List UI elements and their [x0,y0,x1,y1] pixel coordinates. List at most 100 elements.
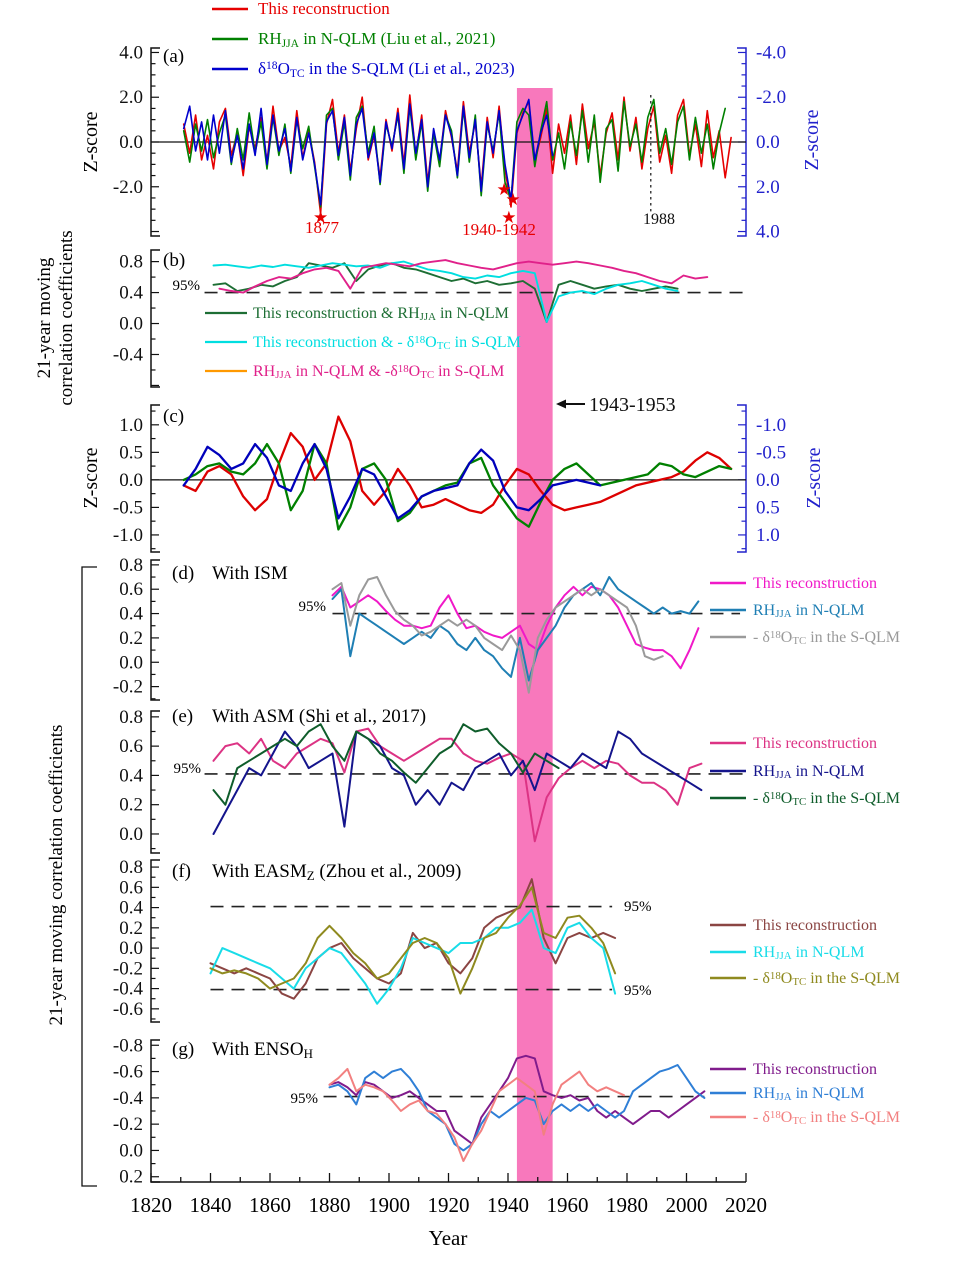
y-tick-label: 1.0 [119,415,143,436]
highlight-band [516,88,553,1182]
annotation-1988: 1988 [643,211,675,228]
legend-label: - δ18OTC in the S-QLM [753,790,900,809]
legend-item: RHJJA in N-QLM & -δ18OTC in S-QLM [205,363,504,382]
legend-label: - δ18OTC in the S-QLM [753,1109,900,1128]
annotation-band-years: 1943-1953 [589,394,676,416]
g-series [328,1054,706,1145]
y-tick-label-right: 0.0 [756,132,780,153]
y-tick-label: -0.8 [113,1035,143,1056]
y-tick-label: 0.8 [119,707,143,728]
panel-e: 0.8 0.6 0.4 0.2 0.0 This reconstruction RHJJA … [119,707,900,854]
panel-a-letter: (a) [163,46,184,67]
sig-label-g: 95% [291,1091,319,1107]
legend-item: δ18OTC in the S-QLM (Li et al., 2023) [212,59,515,80]
legend-item: RHJJA in N-QLM (Liu et al., 2021) [212,29,495,50]
legend-label: - δ18OTC in the S-QLM [753,629,900,648]
legend-label: This reconstruction [753,735,877,752]
y-axis-title-a-left: Z-score [80,111,102,172]
y-tick-label: 0.2 [119,1167,143,1188]
sig-label-f-bottom: 95% [624,983,652,999]
y-tick-label: 0.0 [119,938,143,959]
panel-d-letter: (d) [172,563,194,584]
legend-item: This reconstruction & - δ18OTC in S-QLM [205,334,521,352]
y-tick-label: 0.4 [119,283,143,304]
legend-item: - δ18OTC in the S-QLM [710,1109,900,1128]
b-series [218,259,709,294]
x-tick-label: 2020 [725,1193,767,1217]
y-tick-label-right: 2.0 [756,177,780,198]
y-axis-title-c-right: Z-score [803,447,825,508]
legend-item: - δ18OTC in the S-QLM [710,790,900,809]
y-tick-label: 0.6 [119,877,143,898]
panel-g-title: With ENSOH [212,1039,313,1061]
sig-label-d: 95% [299,599,327,615]
y-axis-b [150,249,160,388]
y-axis-title-c-left: Z-score [80,447,102,508]
legend-item: This reconstruction [710,917,877,934]
d-series [331,576,664,694]
legend-item: RHJJA in N-QLM [710,1085,864,1103]
x-tick-label: 1940 [487,1193,529,1217]
extreme-year-star: ★ [505,190,520,209]
y-tick-label-right: 0.5 [756,497,780,518]
y-tick-label-right: -2.0 [756,87,786,108]
x-tick-label: 1860 [249,1193,291,1217]
y-tick-label: 4.0 [119,42,143,63]
legend-label: This reconstruction [753,1061,877,1078]
y-tick-label: -0.4 [113,344,144,365]
legend-label: - δ18OTC in the S-QLM [753,970,900,989]
panel-b: 0.8 0.4 0.0 -0.4 This reconstruction & RHJJA… [113,249,746,388]
y-tick-label: -0.6 [113,1062,143,1083]
e-series [212,723,560,806]
legend-item: RHJJA in N-QLM [710,944,864,962]
y-tick-label: 0.0 [119,1140,143,1161]
y-tick-label: 0.0 [119,314,143,335]
y-tick-label: -0.4 [113,979,144,1000]
legend-item: - δ18OTC in the S-QLM [710,970,900,989]
y-tick-label-right: -4.0 [756,42,786,63]
x-axis-title: Year [429,1226,468,1250]
y-tick-label: 0.0 [119,132,143,153]
annotation-1940-1942: 1940-1942 [462,220,536,239]
c-series [182,442,602,520]
f-series [209,908,617,1005]
legend-label: RHJJA in N-QLM & -δ18OTC in S-QLM [253,363,504,382]
y-axis-title-b-left-1: 21-year moving [34,257,55,378]
panel-e-title: With ASM (Shi et al., 2017) [212,706,426,727]
x-tick-label: 2000 [666,1193,708,1217]
d-series [331,576,700,682]
legend-label: RHJJA in N-QLM [753,1085,864,1103]
dg-axis-bracket [81,566,97,1187]
y-tick-label-right: 0.0 [756,470,780,491]
y-tick-label: -0.5 [113,497,143,518]
y-tick-label: 0.4 [119,898,143,919]
legend-item: This reconstruction [710,735,877,752]
panel-f-title: With EASMZ (Zhou et al., 2009) [212,861,461,883]
legend-item: RHJJA in N-QLM [710,602,864,620]
legend-item: This reconstruction [710,1061,877,1078]
legend-item: RHJJA in N-QLM [710,763,864,781]
sig-label-b: 95% [173,278,201,294]
x-tick-label: 1920 [428,1193,470,1217]
y-tick-label: 0.8 [119,252,143,273]
legend-label: RHJJA in N-QLM [753,602,864,620]
y-tick-label: 0.8 [119,857,143,878]
panel-c: 1.0 0.5 0.0 -0.5 -1.0 -1.0 -0.5 0.0 0.5 1.0 [113,399,786,553]
x-tick-label: 1880 [309,1193,351,1217]
y-tick-label: 0.6 [119,736,143,757]
panel-f: 0.80.60.40.20.0-0.2-0.4-0.6 This reconstr… [113,857,900,1023]
f-series [209,878,617,1000]
e-series [212,730,703,835]
y-tick-label: -1.0 [113,525,143,546]
y-tick-label: 0.4 [119,604,143,625]
y-tick-label: -0.2 [113,1114,143,1135]
x-axis: 1820 1840 1860 1880 1900 1920 1940 1960 1980 2000… [130,1173,767,1217]
y-tick-label-right: -1.0 [756,415,786,436]
y-tick-label: 0.8 [119,555,143,576]
y-axis-right-c [737,404,747,553]
g-series [328,1064,706,1152]
y-tick-label-right: 1.0 [756,525,780,546]
e-series [212,727,703,843]
y-tick-label: -2.0 [113,177,143,198]
sig-label-f-top: 95% [624,899,652,915]
